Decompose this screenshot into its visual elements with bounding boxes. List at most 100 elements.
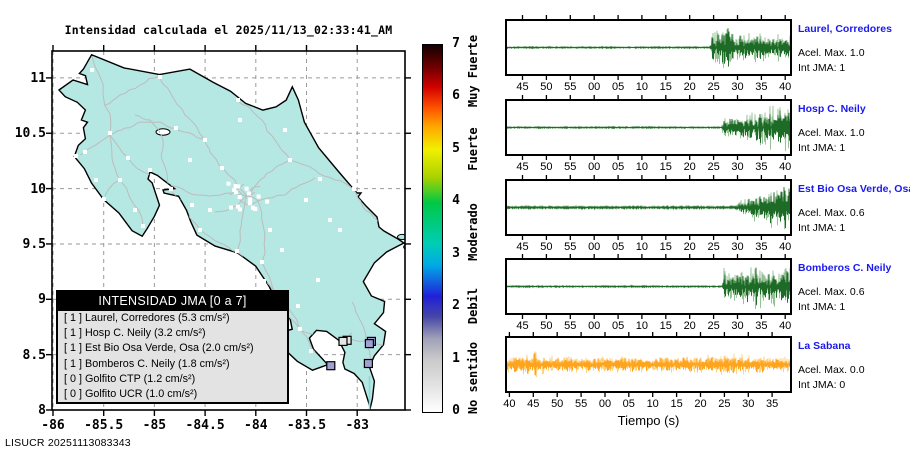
seismogram-x-tick-label: 15 — [659, 320, 672, 332]
seismogram-x-tick-label: 40 — [503, 398, 516, 410]
legend-header: INTENSIDAD JMA [0 a 7] — [58, 292, 287, 311]
seismogram-x-tick-label: 10 — [635, 241, 649, 253]
network-station-marker — [102, 197, 106, 201]
seismogram-frame — [505, 336, 792, 393]
seismogram-x-tick-label: 50 — [540, 320, 553, 332]
network-station-marker — [265, 199, 270, 204]
map-x-tick-label: -83 — [345, 418, 369, 433]
seismogram-x-tick-label: 00 — [588, 241, 601, 253]
colorbar-tick-label: 0 — [452, 403, 460, 418]
network-station-marker — [190, 203, 194, 207]
legend-rows: [ 1 ] Laurel, Corredores (5.3 cm/s²) [ 1 … — [58, 311, 287, 402]
seismogram-station-name: Hosp C. Neily — [798, 103, 866, 115]
seismogram-trace — [505, 110, 792, 143]
seismogram-x-tick-label: 55 — [564, 320, 577, 332]
map-x-tick-label: -85 — [142, 418, 167, 433]
reporting-station-marker — [363, 358, 373, 369]
seismogram-jma-intensity: Int JMA: 0 — [798, 379, 846, 391]
seismogram-x-tick-label: 50 — [540, 81, 553, 93]
intensity-colorbar — [422, 44, 443, 413]
seismogram-x-tick-label: 30 — [731, 161, 744, 173]
network-station-marker — [309, 349, 313, 353]
seismogram-x-tick-label: 00 — [588, 320, 601, 332]
map-y-tick-label: 11 — [30, 70, 46, 86]
seismogram-x-tick-label: 05 — [611, 320, 625, 332]
map-y-tick-label: 8.5 — [22, 347, 46, 363]
seismogram-x-tick-label: 15 — [659, 81, 672, 93]
seismogram-x-tick-label: 10 — [635, 81, 649, 93]
network-station-marker — [220, 166, 224, 170]
network-station-marker — [224, 263, 228, 267]
network-station-marker — [253, 207, 258, 211]
map-y-tick-label: 8 — [38, 403, 46, 418]
network-station-marker — [94, 178, 98, 182]
network-station-marker — [235, 204, 240, 209]
seismogram-x-tick-label: 40 — [779, 320, 792, 332]
network-station-marker — [318, 177, 322, 181]
seismogram-x-tick-label: 05 — [611, 241, 625, 253]
seismogram-jma-intensity: Int JMA: 1 — [798, 301, 846, 313]
network-station-marker — [141, 224, 145, 228]
costa-rica-landmass — [57, 53, 405, 410]
seismogram-x-tick-label: 10 — [635, 320, 649, 332]
seismogram-x-tick-label: 15 — [659, 241, 672, 253]
network-station-marker — [126, 156, 130, 160]
watermark-text: LISUCR 20251113083343 — [5, 437, 131, 449]
seismogram-frame — [505, 258, 792, 315]
seismogram-x-tick-label: 00 — [588, 81, 601, 93]
seismogram-x-tick-label: 35 — [765, 398, 779, 410]
network-station-marker — [133, 208, 137, 212]
seismogram-station-name: La Sabana — [798, 340, 851, 352]
seismogram-x-tick-label: 40 — [779, 81, 792, 93]
seismogram-accel-max: Acel. Max. 0.6 — [798, 207, 865, 219]
legend-entry: [ 0 ] Golfito CTP (1.2 cm/s²) — [64, 372, 196, 385]
network-station-marker — [118, 178, 122, 182]
seismogram-x-tick-label: 15 — [670, 398, 683, 410]
seismogram-x-tick-label: 55 — [564, 161, 577, 173]
seismogram-x-tick-label: 10 — [635, 161, 649, 173]
seismogram-x-tick-label: 45 — [516, 161, 529, 173]
map-x-tick-label: -84.5 — [185, 418, 225, 433]
seismogram-x-tick-label: 50 — [540, 161, 553, 173]
seismogram-x-tick-label: 45 — [516, 81, 529, 93]
seismogram-trace — [505, 353, 792, 376]
seismogram-x-tick-label: 25 — [718, 398, 731, 410]
network-station-marker — [169, 187, 173, 191]
seismogram-jma-intensity: Int JMA: 1 — [798, 142, 846, 154]
network-station-marker — [266, 100, 270, 104]
seismogram-x-tick-label: 25 — [707, 241, 720, 253]
network-station-marker — [304, 198, 308, 202]
seismogram-frame — [505, 179, 792, 236]
network-station-marker — [238, 118, 242, 122]
network-station-marker — [328, 218, 332, 222]
seismogram-trace — [505, 187, 792, 229]
map-title: Intensidad calculada el 2025/11/13_02:33… — [64, 23, 393, 37]
map-y-tick-label: 9 — [38, 292, 46, 308]
seismogram-x-tick-label: 35 — [755, 81, 768, 93]
seismogram-x-tick-label: 25 — [707, 81, 720, 93]
seismogram-accel-max: Acel. Max. 0.0 — [798, 364, 865, 376]
colorbar-tick-label: 2 — [452, 298, 460, 314]
network-station-marker — [235, 249, 239, 253]
seismogram-station-name: Bomberos C. Neily — [798, 262, 892, 274]
seismogram-x-tick-label: 05 — [611, 161, 625, 173]
network-station-marker — [352, 187, 356, 191]
map-y-tick-label: 10 — [30, 181, 46, 197]
network-station-marker — [233, 190, 238, 195]
colorbar-tick-label: 3 — [452, 245, 460, 261]
network-station-marker — [288, 158, 292, 162]
seismogram-accel-max: Acel. Max. 1.0 — [798, 127, 865, 139]
network-station-marker — [203, 138, 207, 142]
network-station-marker — [198, 228, 202, 232]
seismogram-x-tick-label: 25 — [707, 161, 720, 173]
seismogram-x-tick-label: 50 — [551, 398, 564, 410]
seismogram-x-tick-label: 55 — [564, 81, 577, 93]
network-station-marker — [193, 66, 197, 70]
map-x-tick-label: -86 — [41, 418, 65, 433]
seismogram-x-tick-label: 20 — [683, 161, 696, 173]
network-station-marker — [296, 304, 300, 308]
seismogram-x-tick-label: 20 — [683, 81, 696, 93]
network-station-marker — [260, 260, 264, 264]
